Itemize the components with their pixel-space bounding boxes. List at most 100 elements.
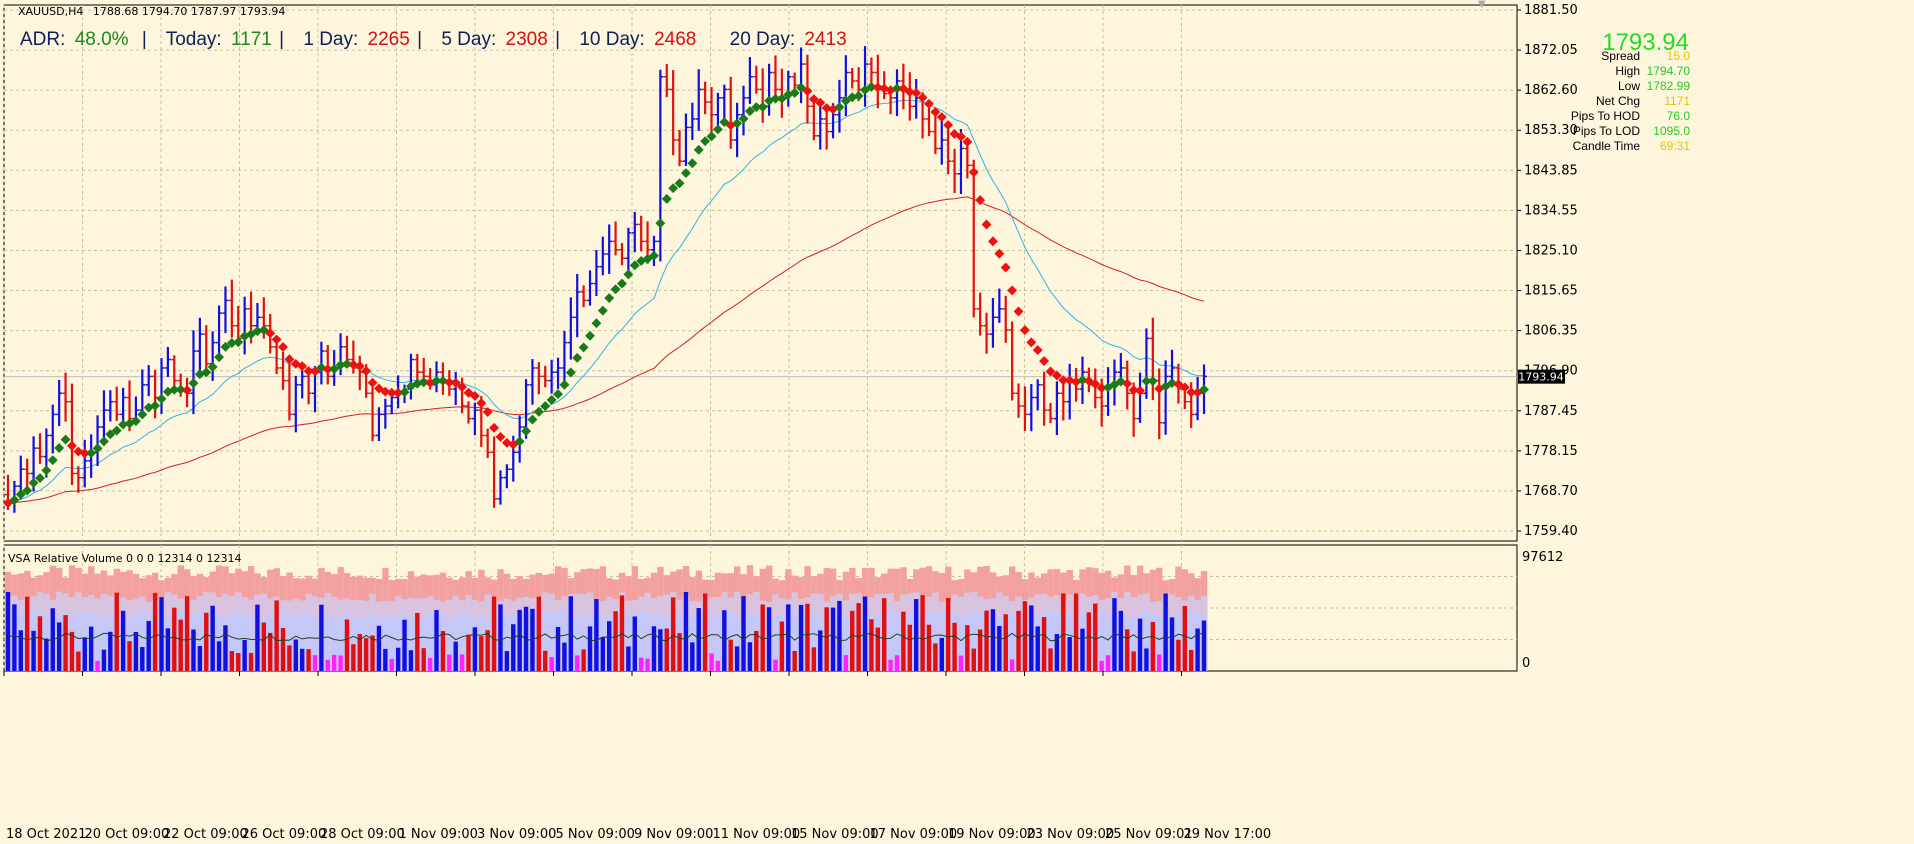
y-tick-label: 1759.40 (1524, 524, 1578, 539)
volume-bar (555, 626, 561, 671)
vol-band-inner (542, 612, 549, 671)
signal-dot (252, 326, 263, 337)
vol-band-inner (791, 612, 798, 671)
volume-bar (300, 648, 305, 671)
signal-dot (981, 219, 992, 230)
volume-bar (811, 647, 817, 671)
volume-bar (562, 642, 567, 671)
volume-bar (587, 626, 593, 671)
signal-dot (1141, 376, 1152, 387)
x-tick-label: 5 Nov 09:00 (556, 827, 635, 842)
vol-band-inner (746, 612, 754, 671)
adr-label: ADR: (20, 29, 65, 50)
volume-bar (549, 657, 554, 671)
volume-bar (664, 628, 669, 671)
vol-band-inner (324, 616, 332, 671)
signal-dot (1167, 378, 1177, 389)
volume-bar (248, 652, 254, 671)
signal-dot (1179, 382, 1190, 393)
volume-bar (875, 627, 881, 671)
x-tick-label: 9 Nov 09:00 (634, 827, 713, 842)
vol-band-inner (772, 616, 779, 671)
info-row-label: High (1615, 64, 1640, 78)
volume-bar (101, 649, 107, 671)
signal-dot (342, 359, 352, 369)
signal-dot (1147, 376, 1158, 387)
volume-bar (818, 630, 823, 671)
volume-bar (325, 659, 330, 671)
volume-bar (1009, 659, 1015, 671)
volume-bar (159, 597, 164, 671)
volume-bar (44, 638, 49, 671)
signal-dot (904, 86, 915, 97)
volume-bar (945, 597, 951, 671)
info-row-label: Pips To HOD (1571, 109, 1640, 123)
volume-bar (280, 628, 286, 671)
vol-band-inner (94, 614, 101, 671)
signal-dot (546, 394, 557, 405)
y-tick-label: 1787.45 (1524, 404, 1578, 419)
vol-band-inner (625, 615, 632, 671)
info-row-value: 15.0 (1667, 49, 1691, 63)
vol-band-inner (196, 612, 204, 671)
volume-bar (773, 659, 778, 671)
signal-dot (1026, 337, 1037, 348)
volume-bar (1125, 629, 1130, 671)
signal-dot (751, 102, 762, 113)
signal-dot (610, 284, 621, 295)
signal-dot (559, 379, 570, 390)
volume-bar (172, 607, 177, 671)
volume-bar (472, 627, 478, 671)
signal-dot (700, 136, 711, 147)
volume-bar (133, 631, 139, 671)
signal-dot (469, 390, 480, 401)
volume-bar (31, 630, 36, 671)
volume-bar (766, 607, 772, 671)
signal-dot (674, 178, 685, 189)
adr-bar: ADR: 48.0% | Today: 1171 | 1 Day: 2265 |… (20, 29, 847, 50)
volume-bar (741, 596, 746, 671)
signal-dot (297, 361, 308, 372)
volume-bar (1016, 610, 1021, 671)
signal-dot (847, 92, 858, 103)
volume-bar (575, 655, 580, 671)
volume-bar (408, 650, 414, 671)
vol-band-inner (810, 611, 818, 671)
sep-1: | (142, 29, 147, 50)
info-row-value: 1794.70 (1647, 64, 1691, 78)
x-tick-label: 17 Nov 09:00 (870, 827, 958, 842)
volume-bar (1150, 621, 1156, 671)
volume-bars (5, 591, 1207, 671)
scroll-marker-icon: ▼ (1478, 0, 1486, 10)
x-tick-label: 11 Nov 09:00 (713, 827, 801, 842)
volume-bar (536, 596, 542, 671)
info-row-label: Spread (1601, 49, 1640, 63)
volume-bar (1086, 612, 1092, 671)
vol-band-inner (331, 616, 338, 671)
vol-band-inner (1188, 610, 1195, 671)
signal-dot (693, 144, 704, 155)
volume-bar (786, 604, 791, 671)
signal-dot (936, 112, 947, 123)
volume-bar (843, 655, 849, 671)
volume-bar (709, 653, 714, 671)
signal-dot (802, 86, 813, 96)
fast-ma-path (7, 99, 1205, 504)
volume-bar (18, 630, 23, 671)
signal-dot (476, 398, 487, 409)
volume-bar (1105, 655, 1111, 671)
volume-bar (216, 641, 222, 671)
volume-bar (306, 649, 311, 671)
signal-dot (738, 113, 749, 124)
signal-dot (533, 406, 544, 417)
sep-2: | (279, 29, 284, 50)
signal-dot (1186, 387, 1197, 398)
volume-bar (427, 657, 433, 671)
signal-dot (597, 305, 608, 316)
volume-bar (1029, 605, 1034, 671)
symbol-name: XAUUSD,H4 (18, 5, 83, 18)
volume-min-label: 0 (1522, 656, 1530, 671)
volume-bar (76, 651, 81, 671)
signal-dot (757, 102, 768, 112)
